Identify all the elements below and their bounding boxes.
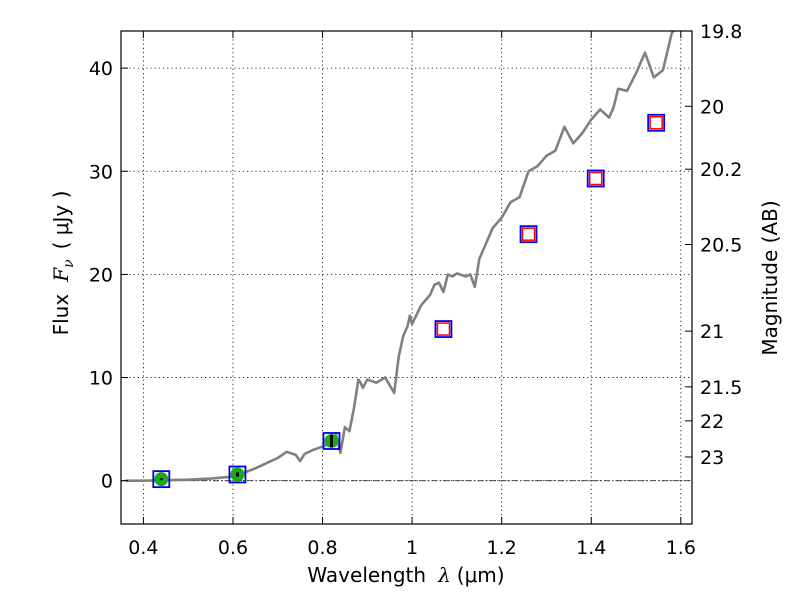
x-tick-label: 1.6 bbox=[666, 537, 696, 559]
y-axis-subscript: ν bbox=[61, 259, 77, 268]
x-tick-label: 1 bbox=[406, 537, 418, 559]
y2-tick-label: 22 bbox=[700, 411, 724, 433]
synthetic-photometry-marker bbox=[519, 225, 538, 244]
y2-tick-label: 21.5 bbox=[700, 377, 742, 399]
y-tick-label: 40 bbox=[89, 58, 113, 80]
x-tick-label: 1.2 bbox=[487, 537, 517, 559]
y-axis-unit: ( μJy ) bbox=[49, 191, 73, 250]
x-axis-unit: (μm) bbox=[457, 563, 505, 587]
predicted-photometry-marker bbox=[588, 171, 603, 186]
x-tick-label: 1.4 bbox=[576, 537, 606, 559]
y-axis-symbol: F bbox=[49, 267, 73, 283]
y-tick-label: 20 bbox=[89, 264, 113, 286]
synthetic-photometry-marker bbox=[586, 169, 605, 188]
predicted-photometry-marker bbox=[436, 322, 451, 336]
spectrum-line bbox=[125, 31, 676, 483]
synthetic-photometry-marker bbox=[152, 470, 171, 489]
x-tick-label: 0.8 bbox=[307, 537, 337, 559]
x-tick-label: 0.6 bbox=[218, 537, 248, 559]
y2-tick-label: 23 bbox=[700, 447, 724, 469]
synthetic-photometry-marker bbox=[228, 465, 247, 484]
synthetic-photometry-marker bbox=[434, 320, 453, 338]
y2-tick-label: 20.2 bbox=[700, 159, 742, 181]
y2-tick-label: 19.8 bbox=[700, 21, 742, 43]
x-tick-label: 0.4 bbox=[128, 537, 158, 559]
y2-axis-title: Magnitude (AB) bbox=[758, 200, 782, 355]
y-axis-label: Flux bbox=[49, 294, 73, 336]
x-axis-label: Wavelength bbox=[307, 563, 426, 587]
x-axis-symbol: λ bbox=[437, 563, 451, 587]
y-axis-title: Flux Fν ( μJy ) bbox=[49, 191, 77, 336]
y-tick-label: 10 bbox=[89, 368, 113, 390]
y-tick-label: 0 bbox=[101, 471, 113, 493]
y2-tick-label: 21 bbox=[700, 321, 724, 343]
plot-area bbox=[125, 31, 676, 489]
y-tick-label: 30 bbox=[89, 161, 113, 183]
predicted-photometry-marker bbox=[649, 116, 663, 130]
ticks: 0.4 0.6 0.8 1 1.2 1.4 1.6 0 10 20 30 40 19.8 20 20.2 20… bbox=[89, 21, 743, 559]
plot-frame bbox=[120, 30, 693, 525]
synthetic-photometry-marker bbox=[322, 432, 341, 450]
predicted-photometry-marker bbox=[521, 227, 536, 241]
y2-tick-label: 20 bbox=[700, 96, 724, 118]
y2-tick-label: 20.5 bbox=[700, 234, 742, 256]
synthetic-photometry-marker bbox=[647, 113, 666, 132]
x-axis-title: Wavelength λ (μm) bbox=[307, 563, 504, 587]
